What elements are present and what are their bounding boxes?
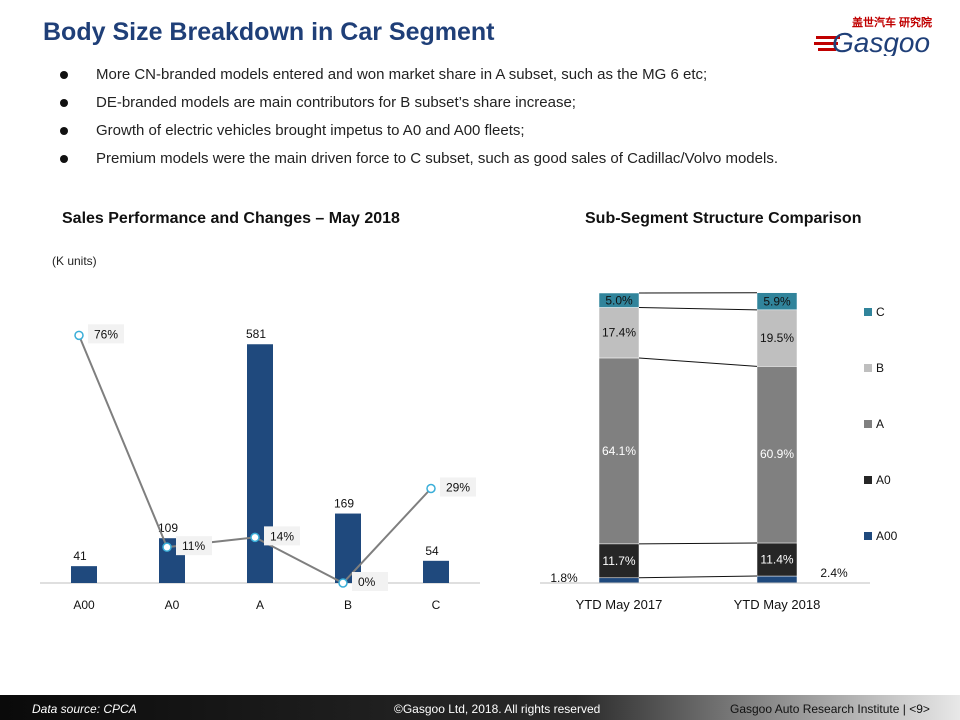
legend-label: B — [876, 361, 884, 375]
legend-swatch — [864, 308, 872, 316]
footer-bar: Data source: CPCA ©Gasgoo Ltd, 2018. All… — [0, 695, 960, 720]
change-label-text: 11% — [182, 539, 205, 553]
data-source: Data source: CPCA — [32, 702, 137, 716]
change-label: 14% — [264, 526, 300, 546]
bar-value-label: 41 — [73, 549, 87, 563]
legend-label: A00 — [876, 529, 898, 543]
bar-value-label: 109 — [158, 521, 178, 535]
stack-value-label: 5.0% — [605, 293, 633, 307]
stack-value-label: 60.9% — [760, 447, 794, 461]
change-label-text: 29% — [446, 480, 470, 494]
change-label: 0% — [352, 572, 388, 591]
stack-c — [598, 292, 640, 308]
bullet-item: More CN-branded models entered and won m… — [56, 65, 778, 93]
bullet-list: More CN-branded models entered and won m… — [56, 65, 778, 177]
stack-b — [598, 307, 640, 359]
stack-value-label: 1.8% — [550, 571, 578, 585]
stack-value-label: 5.9% — [763, 294, 791, 308]
stack-c — [756, 292, 798, 311]
change-label-text: 14% — [270, 529, 294, 543]
change-marker — [162, 542, 172, 552]
legend-label: A — [876, 417, 884, 431]
change-marker — [426, 483, 436, 494]
change-label-bg — [440, 477, 476, 497]
institute-page: Gasgoo Auto Research Institute | <9> — [730, 702, 930, 716]
stack-value-label: 19.5% — [760, 331, 794, 345]
sales-chart: 41 A00 109 A0 581 A 169 B 54 C 76% 11% 14% 0% 29% — [40, 324, 480, 612]
bar-value-label: 581 — [246, 327, 266, 341]
change-label-bg — [352, 572, 388, 591]
right-chart-title: Sub-Segment Structure Comparison — [585, 210, 862, 227]
logo-cn: 盖世汽车 研究院 — [852, 15, 932, 29]
left-chart-title: Sales Performance and Changes – May 2018 — [62, 210, 400, 227]
legend-label: A0 — [876, 473, 891, 487]
connector-line — [638, 357, 758, 367]
legend-swatch — [864, 420, 872, 428]
legend-swatch — [864, 476, 872, 484]
bar-value-label: 54 — [425, 544, 439, 558]
change-label-text: 0% — [358, 575, 376, 589]
stack-a00 — [598, 577, 640, 584]
bar-value-label: 169 — [334, 497, 354, 511]
x-tick-label: A — [256, 598, 264, 612]
change-label: 11% — [176, 536, 212, 556]
x-tick-label: YTD May 2018 — [734, 597, 821, 612]
change-marker — [74, 330, 84, 341]
bar-a — [247, 344, 273, 583]
change-label: 76% — [88, 324, 124, 344]
x-tick-label: YTD May 2017 — [576, 597, 663, 612]
change-marker — [338, 578, 348, 588]
stack-value-label: 11.7% — [602, 554, 635, 568]
bullet-item: DE-branded models are main contributors … — [56, 93, 778, 121]
connector-line — [638, 307, 758, 311]
change-label-bg — [264, 526, 300, 546]
change-label-bg — [176, 536, 212, 556]
bar-a00 — [71, 566, 97, 583]
stack-value-label: 64.1% — [602, 444, 636, 458]
x-tick-label: C — [432, 598, 441, 612]
stack-a0 — [756, 542, 798, 577]
stack-a00 — [756, 575, 798, 584]
legend-label: C — [876, 305, 885, 319]
change-label-bg — [88, 324, 124, 344]
connector-line — [638, 575, 758, 579]
copyright: ©Gasgoo Ltd, 2018. All rights reserved — [394, 702, 601, 716]
stack-value-label: 11.4% — [760, 553, 793, 567]
change-label-text: 76% — [94, 327, 118, 341]
legend-swatch — [864, 364, 872, 372]
change-label: 29% — [440, 477, 476, 497]
bullet-item: Premium models were the main driven forc… — [56, 149, 778, 177]
change-marker — [250, 532, 260, 543]
connector-line — [638, 542, 758, 545]
structure-chart: 1.8% 2.4% 11.7% 11.4% 64.1% 60.9% 17.4% 19.5% 5.… — [540, 292, 898, 612]
logo-en: Gasgoo — [832, 27, 930, 56]
stack-value-label: 2.4% — [820, 566, 848, 580]
logo-stripes — [814, 36, 840, 51]
bar-c — [423, 560, 449, 583]
bar-b — [335, 513, 361, 583]
page-title: Body Size Breakdown in Car Segment — [43, 18, 495, 46]
legend-swatch — [864, 532, 872, 540]
x-tick-label: A0 — [165, 598, 180, 612]
unit-label: (K units) — [52, 254, 97, 268]
stack-b — [756, 309, 798, 367]
stack-value-label: 17.4% — [602, 326, 636, 340]
bullet-item: Growth of electric vehicles brought impe… — [56, 121, 778, 149]
x-tick-label: A00 — [73, 598, 95, 612]
x-tick-label: B — [344, 598, 352, 612]
gasgoo-logo: 盖世汽车 研究院 Gasgoo — [814, 15, 932, 56]
